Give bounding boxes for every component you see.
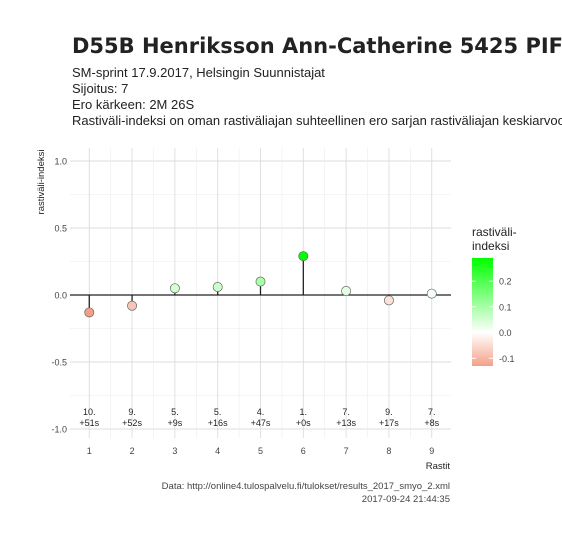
rank-label: 7. <box>428 407 436 417</box>
subtitle-event: SM-sprint 17.9.2017, Helsingin Suunnista… <box>72 65 325 80</box>
lollipop-point <box>383 295 394 306</box>
rank-label: 9. <box>128 407 136 417</box>
x-tick-label: 6 <box>301 446 306 456</box>
legend-title-line1: rastiväli- <box>472 225 517 239</box>
x-tick-label: 9 <box>429 446 434 456</box>
legend-tick-label: -0.1 <box>499 354 515 364</box>
rank-label: 5. <box>214 407 222 417</box>
lollipop-point <box>426 288 437 299</box>
y-tick-label: 1.0 <box>54 157 67 167</box>
diff-label: +13s <box>336 418 356 428</box>
rank-label: 10. <box>83 407 96 417</box>
data-marks <box>84 251 437 318</box>
rank-label: 5. <box>171 407 179 417</box>
rank-label: 4. <box>257 407 265 417</box>
diff-label: +16s <box>208 418 228 428</box>
subtitle-description: Rastiväli-indeksi on oman rastiväliajan … <box>72 113 562 128</box>
rank-label: 7. <box>342 407 350 417</box>
x-tick-label: 5 <box>258 446 263 456</box>
x-tick-label: 4 <box>215 446 220 456</box>
diff-label: +47s <box>251 418 271 428</box>
diff-label: +52s <box>122 418 142 428</box>
lollipop-point <box>255 276 266 287</box>
x-tick-label: 7 <box>344 446 349 456</box>
diff-label: +51s <box>79 418 99 428</box>
lollipop-point <box>84 307 95 318</box>
legend-colorbar <box>472 258 493 366</box>
legend-tick-label: 0.0 <box>499 328 512 338</box>
lollipop-point <box>341 286 352 296</box>
timestamp-note: 2017-09-24 21:44:35 <box>362 494 450 505</box>
rank-label: 9. <box>385 407 393 417</box>
diff-label: +9s <box>167 418 182 428</box>
x-tick-label: 8 <box>386 446 391 456</box>
x-tick-label: 3 <box>172 446 177 456</box>
source-note: Data: http://online4.tulospalvelu.fi/tul… <box>162 481 450 492</box>
chart-title: D55B Henriksson Ann-Catherine 5425 PIF <box>72 34 562 58</box>
lollipop-point <box>212 282 223 292</box>
legend-tick-label: 0.1 <box>499 302 512 312</box>
subtitle-rank: Sijoitus: 7 <box>72 81 129 96</box>
lollipop-point <box>127 300 138 311</box>
y-tick-label: -0.5 <box>51 358 67 368</box>
rank-label: 1. <box>300 407 308 417</box>
diff-label: +8s <box>424 418 439 428</box>
legend-title-line2: indeksi <box>472 239 509 253</box>
diff-label: +17s <box>379 418 399 428</box>
y-axis-title: rastiväli-indeksi <box>36 150 47 215</box>
y-tick-label: 0.0 <box>54 291 67 301</box>
x-tick-label: 1 <box>87 446 92 456</box>
y-tick-label: 0.5 <box>54 224 67 234</box>
x-axis-title: Rastit <box>426 461 451 472</box>
grid <box>70 148 451 438</box>
data-labels: 10.+51s9.+52s5.+9s5.+16s4.+47s1.+0s7.+13… <box>79 407 439 428</box>
subtitle-gap: Ero kärkeen: 2M 26S <box>72 97 195 112</box>
lollipop-point <box>169 283 180 294</box>
y-tick-label: -1.0 <box>51 425 67 435</box>
lollipop-point <box>298 251 309 262</box>
legend: rastiväli-indeksi 0.2 0.1 0.0 -0.1 <box>472 225 517 366</box>
legend-tick-label: 0.2 <box>499 277 512 287</box>
diff-label: +0s <box>296 418 311 428</box>
x-tick-label: 2 <box>130 446 135 456</box>
